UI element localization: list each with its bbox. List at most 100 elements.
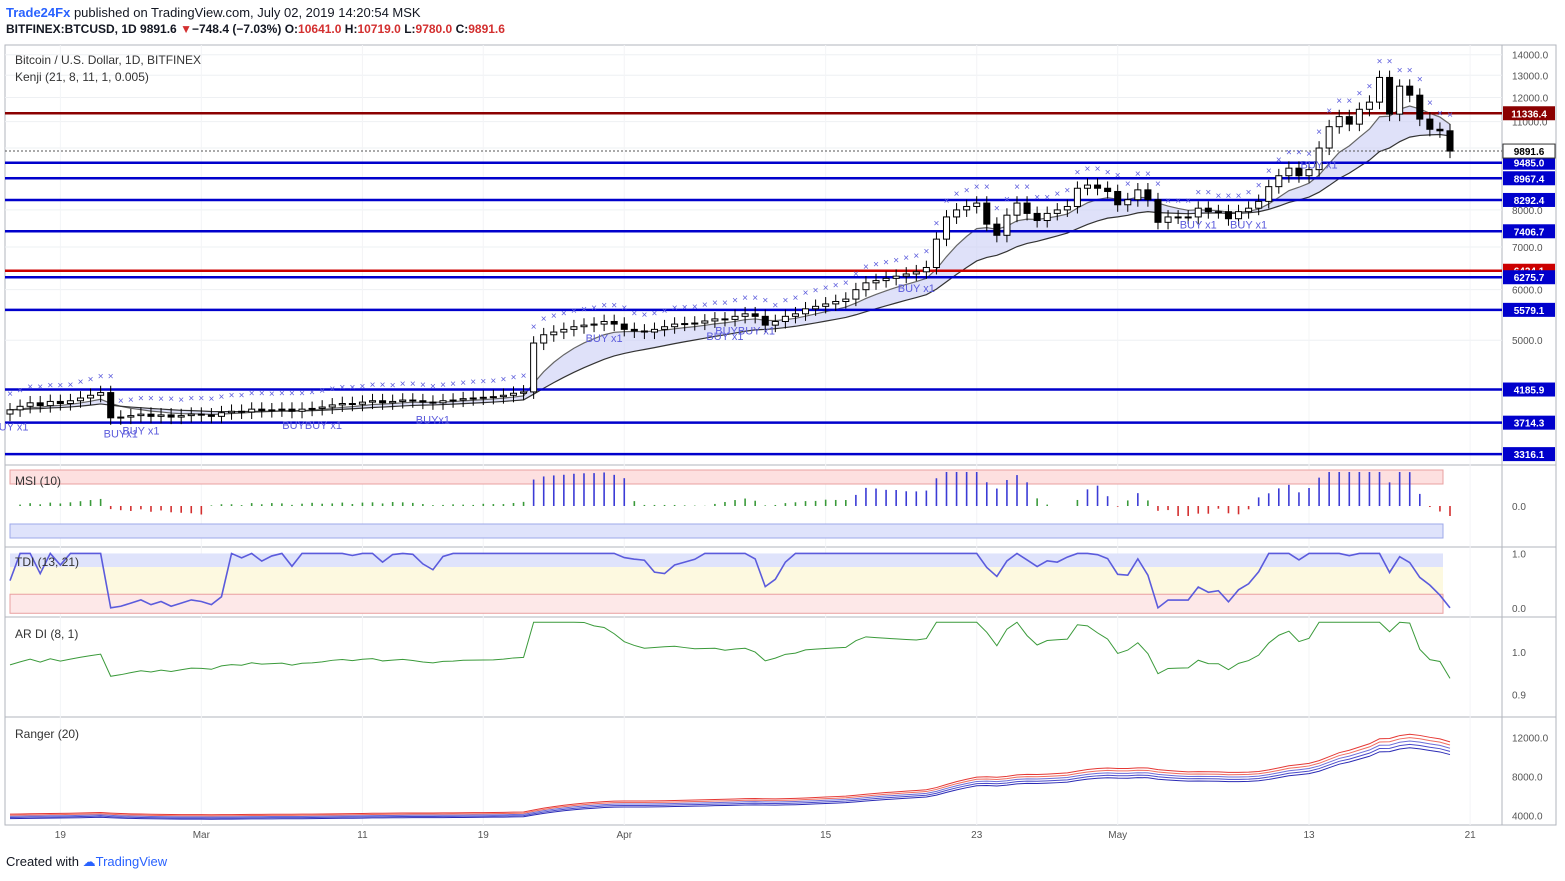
kenji-cross-marker: × xyxy=(178,395,184,406)
candle xyxy=(1174,216,1182,219)
kenji-cross-marker: × xyxy=(501,374,507,385)
kenji-cloud xyxy=(10,106,1450,415)
ranger-y-tick: 12000.0 xyxy=(1512,733,1549,744)
candle xyxy=(802,308,810,315)
kenji-cross-marker: × xyxy=(873,260,879,271)
kenji-cross-marker: × xyxy=(1437,108,1443,119)
tradingview-logo-icon: ☁ xyxy=(82,854,96,869)
kenji-cross-marker: × xyxy=(1074,167,1080,178)
close-label: C: xyxy=(455,22,469,36)
kenji-cross-marker: × xyxy=(813,286,819,297)
candle xyxy=(882,277,890,282)
candle xyxy=(389,400,397,404)
candle xyxy=(1224,211,1232,220)
chart-title: Bitcoin / U.S. Dollar, 1D, BITFINEX xyxy=(15,53,201,67)
publisher-name[interactable]: Trade24Fx xyxy=(6,5,71,20)
kenji-cross-marker: × xyxy=(631,309,637,320)
candle xyxy=(338,403,346,406)
candle xyxy=(1406,85,1414,96)
candle xyxy=(842,298,850,302)
kenji-cross-marker: × xyxy=(370,380,376,391)
y-tick-label: 12000.0 xyxy=(1512,93,1549,104)
kenji-cross-marker: × xyxy=(259,388,265,399)
ardi-line xyxy=(9,621,1451,679)
kenji-cross-marker: × xyxy=(923,247,929,258)
candle xyxy=(751,313,759,317)
buy-signal-label: BUY x1 xyxy=(1180,220,1217,232)
high-label: H: xyxy=(344,22,358,36)
kenji-cross-marker: × xyxy=(561,309,567,320)
candle xyxy=(1285,167,1293,177)
kenji-cross-marker: × xyxy=(289,388,295,399)
level-price-label: 3714.3 xyxy=(1514,419,1545,430)
candle xyxy=(26,402,34,407)
kenji-cross-marker: × xyxy=(1286,147,1292,158)
kenji-cross-marker: × xyxy=(1175,196,1181,207)
kenji-cross-marker: × xyxy=(1115,171,1121,182)
candle xyxy=(580,324,588,328)
symbol-label: BITFINEX:BTCUSD, 1D xyxy=(6,22,137,36)
candle xyxy=(157,414,165,417)
candle xyxy=(932,238,940,268)
candle xyxy=(620,323,628,330)
level-price-tag xyxy=(1503,224,1555,239)
candle xyxy=(429,401,437,404)
candle xyxy=(1194,207,1202,218)
kenji-cross-marker: × xyxy=(78,377,84,388)
level-price-tag xyxy=(1503,382,1555,397)
candle xyxy=(117,416,125,419)
kenji-cross-marker: × xyxy=(339,383,345,394)
y-tick-label: 11000.0 xyxy=(1512,118,1548,129)
kenji-cross-marker: × xyxy=(1427,98,1433,109)
ranger-y-tick: 4000.0 xyxy=(1512,811,1543,822)
kenji-cross-marker: × xyxy=(551,311,557,322)
tdi-y-tick: 1.0 xyxy=(1512,549,1526,560)
kenji-cross-marker: × xyxy=(803,288,809,299)
candle xyxy=(479,396,487,399)
y-tick-label: 6000.0 xyxy=(1512,286,1543,297)
candle xyxy=(892,275,900,279)
candle xyxy=(1033,212,1041,222)
last-price-label: 9891.6 xyxy=(1514,147,1545,158)
ranger-band-line xyxy=(9,737,1451,817)
candle xyxy=(16,405,24,411)
high-value: 10719.0 xyxy=(357,22,401,36)
ranger-y-tick: 8000.0 xyxy=(1512,772,1543,783)
y-tick-label: 13000.0 xyxy=(1512,71,1549,82)
buy-signal-label: BUYx1 xyxy=(416,414,450,426)
candle xyxy=(640,330,648,333)
buy-signal-label: BUY x1 xyxy=(898,283,935,295)
tdi-title: TDI (13, 21) xyxy=(15,555,79,569)
kenji-cross-marker: × xyxy=(722,298,728,309)
kenji-cross-marker: × xyxy=(1306,149,1312,160)
kenji-cross-marker: × xyxy=(319,386,325,397)
buy-signal-label: BUY x1 xyxy=(1301,159,1338,171)
chart-canvas[interactable]: 5000.06000.07000.08000.09000.010000.0110… xyxy=(0,40,1565,840)
kenji-cross-marker: × xyxy=(17,385,23,396)
candle xyxy=(590,323,598,326)
kenji-cross-marker: × xyxy=(1145,169,1151,180)
kenji-cross-marker: × xyxy=(158,394,164,405)
candle xyxy=(137,413,145,417)
tradingview-brand[interactable]: TradingView xyxy=(95,854,168,869)
kenji-cross-marker: × xyxy=(641,310,647,321)
candle xyxy=(167,414,175,418)
kenji-cross-marker: × xyxy=(581,304,587,315)
candle xyxy=(600,320,608,325)
candle xyxy=(449,399,457,402)
candle xyxy=(1204,207,1212,213)
y-tick-label: 8000.0 xyxy=(1512,206,1543,217)
candle xyxy=(761,315,769,326)
kenji-cross-marker: × xyxy=(27,382,33,393)
kenji-cross-marker: × xyxy=(410,379,416,390)
tdi-line xyxy=(9,552,1451,610)
candle xyxy=(1144,189,1152,201)
kenji-cross-marker: × xyxy=(1165,196,1171,207)
candle xyxy=(97,392,105,396)
kenji-cross-marker: × xyxy=(1004,194,1010,205)
kenji-cross-marker: × xyxy=(168,394,174,405)
level-price-label: 5579.1 xyxy=(1514,306,1545,317)
kenji-cross-marker: × xyxy=(843,278,849,289)
candle xyxy=(409,399,417,402)
candle xyxy=(1345,116,1353,125)
